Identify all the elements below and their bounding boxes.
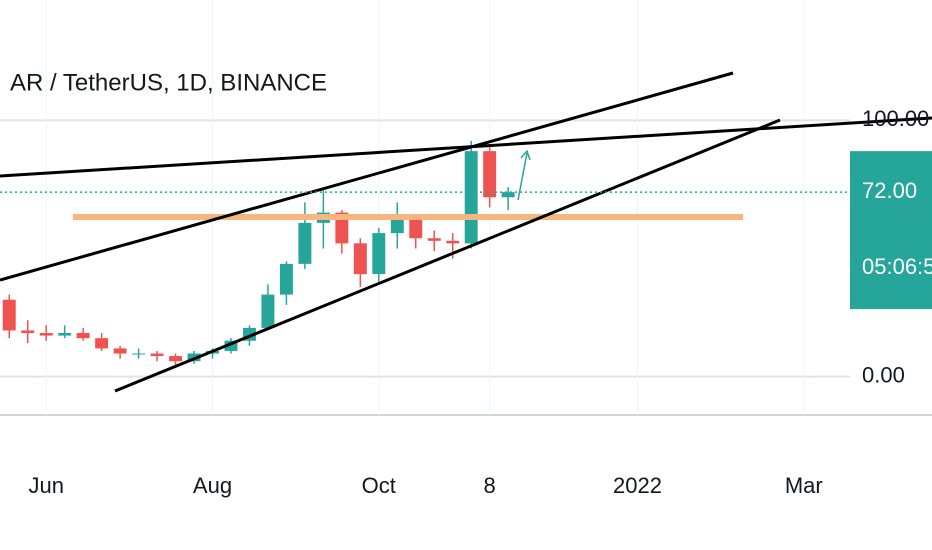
horizontal-zone (73, 214, 743, 220)
overlay: 72.00 05:06:53 (0, 151, 932, 310)
candle-body (427, 238, 441, 241)
x-tick-label: Jun (28, 473, 63, 498)
candle-body (39, 333, 53, 336)
candle-body (261, 294, 275, 328)
candle-body (58, 333, 72, 336)
y-tick-label: 0.00 (862, 362, 905, 387)
candle-body (95, 338, 109, 349)
candle-body (76, 333, 90, 339)
candle-body (464, 151, 478, 244)
arrow (517, 149, 531, 201)
candle-body (409, 217, 423, 239)
y-tick-label: 100.00 (862, 106, 929, 131)
candle-body (132, 353, 146, 355)
candle-body (21, 330, 35, 334)
candle-body (2, 299, 16, 331)
candle-body (483, 151, 497, 198)
candle-body (169, 356, 183, 362)
chart-title: AR / TetherUS, 1D, BINANCE (10, 69, 327, 96)
candle-body (335, 212, 349, 244)
trendline (0, 71, 734, 282)
x-tick-label: 2022 (613, 473, 662, 498)
x-tick-label: 8 (484, 473, 496, 498)
candle-body (298, 222, 312, 264)
x-tick-label: Oct (362, 473, 396, 498)
grid (0, 0, 850, 415)
last-price-label: 72.00 (862, 178, 917, 203)
candle-body (353, 243, 367, 275)
countdown: 05:06:53 (862, 254, 932, 279)
x-tick-label: Aug (193, 473, 232, 498)
candle-body (113, 348, 127, 354)
candle-body (446, 240, 460, 244)
candle-body (150, 353, 164, 357)
trendline (114, 118, 781, 393)
candle-body (279, 263, 293, 295)
candle-body (501, 192, 515, 198)
candle-body (390, 217, 404, 234)
candle-body (372, 233, 386, 275)
candle-body (224, 340, 238, 351)
x-tick-label: Mar (785, 473, 823, 498)
price-label-box (850, 151, 932, 310)
trendlines (0, 71, 932, 393)
